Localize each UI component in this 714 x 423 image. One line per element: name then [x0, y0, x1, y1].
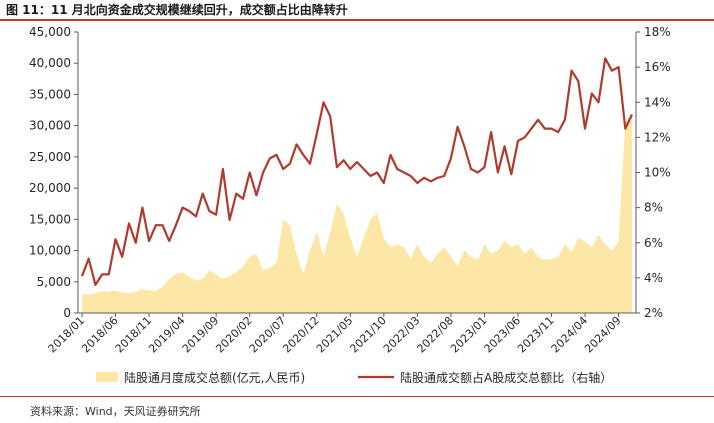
volume-area	[82, 113, 632, 313]
area-layer	[82, 113, 632, 313]
left-tick-label: 35,000	[29, 87, 71, 101]
footer-divider	[0, 396, 714, 397]
share-line	[80, 57, 633, 286]
figure-title: 图 11：11 月北向资金成交规模继续回升，成交额占比由降转升	[6, 3, 348, 17]
left-tick-label: 10,000	[29, 244, 71, 258]
left-tick-label: 5,000	[37, 275, 71, 289]
left-tick-label: 25,000	[29, 150, 71, 164]
right-tick-label: 8%	[644, 201, 663, 215]
right-tick-label: 10%	[644, 166, 671, 180]
right-tick-label: 4%	[644, 271, 663, 285]
left-tick-label: 15,000	[29, 212, 71, 226]
left-tick-label: 30,000	[29, 119, 71, 133]
legend: 陆股通月度成交总额(亿元,人民币) 陆股通成交额占A股成交总额比（右轴）	[96, 370, 612, 385]
right-tick-label: 14%	[644, 95, 671, 109]
legend-line-label: 陆股通成交额占A股成交总额比（右轴）	[400, 370, 612, 385]
legend-area-swatch	[96, 372, 118, 382]
line-layer	[80, 57, 633, 286]
left-tick-label: 20,000	[29, 181, 71, 195]
chart: 0 5,000 10,000 15,000 20,000 25,000 30,000 35,0…	[29, 25, 671, 385]
right-tick-label: 18%	[644, 25, 671, 39]
right-tick-label: 12%	[644, 130, 671, 144]
left-tick-label: 40,000	[29, 56, 71, 70]
source-note: 资料来源：Wind，天风证券研究所	[30, 405, 201, 418]
right-tick-label: 6%	[644, 236, 663, 250]
right-tick-label: 2%	[644, 306, 663, 320]
x-tick-label: 2024/09	[582, 314, 624, 356]
left-tick-label: 45,000	[29, 25, 71, 39]
left-tick-label: 0	[63, 306, 71, 320]
right-tick-label: 16%	[644, 60, 671, 74]
title-divider	[0, 19, 714, 21]
legend-area-label: 陆股通月度成交总额(亿元,人民币)	[124, 370, 305, 385]
